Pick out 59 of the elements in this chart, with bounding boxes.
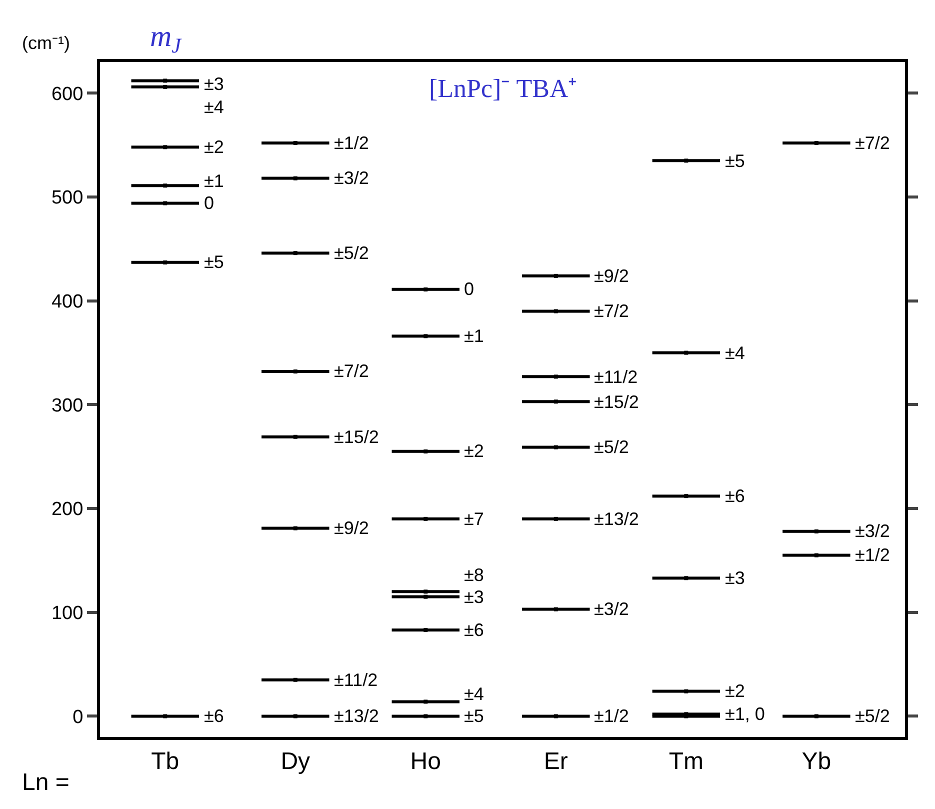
annotation: 0 [464, 279, 474, 299]
annotation: ±5 [725, 151, 745, 171]
x-tick-label: Er [544, 748, 568, 775]
y-tick-label: 200 [51, 499, 84, 520]
annotation: ±7/2 [594, 301, 629, 321]
annotation: ±11/2 [334, 670, 378, 690]
annotation: ±6 [204, 706, 224, 726]
annotation: ±15/2 [334, 427, 379, 447]
y-axis-title: (cm⁻¹) [22, 33, 70, 53]
annotation: ±3 [204, 74, 224, 94]
annotation: ±1, 0 [725, 704, 765, 724]
annotation: ±4 [725, 343, 745, 363]
x-tick-label: Tm [668, 748, 704, 775]
annotation: ±5/2 [594, 437, 629, 457]
x-tick-label: Yb [802, 748, 832, 775]
annotation: ±1/2 [594, 706, 629, 726]
annotation: ±3 [464, 587, 484, 607]
annotation: ±7 [464, 509, 484, 529]
annotation: ±5 [204, 252, 224, 272]
y-tick-label: 400 [51, 292, 84, 312]
x-tick-label: Dy [280, 748, 310, 775]
annotation: ±3 [725, 568, 745, 588]
x-axis-title: Ln = [22, 769, 70, 796]
annotation: ±5/2 [855, 706, 890, 726]
x-tick-label: Ho [410, 748, 441, 775]
annotation: ±13/2 [334, 706, 379, 726]
annotation: ±3/2 [334, 168, 369, 188]
annotation: ±2 [725, 681, 745, 701]
annotation: ±6 [464, 620, 484, 640]
annotation: ±3/2 [594, 599, 629, 619]
annotation: ±13/2 [594, 509, 639, 529]
annotation: ±7/2 [855, 133, 890, 153]
y-tick-label: 0 [72, 706, 84, 728]
y-tick-label: 300 [51, 395, 84, 416]
annotation: ±15/2 [594, 392, 639, 412]
y-tick-label: 500 [51, 188, 84, 209]
annotation: ±2 [204, 137, 224, 157]
annotation: ±6 [725, 486, 745, 506]
chart-subtitle: m$_{J}$ [150, 20, 183, 58]
annotation: ±1/2 [855, 545, 890, 565]
text: [LnPc]⁻ TBA⁺ [429, 74, 578, 103]
annotation: 0 [204, 193, 214, 213]
annotation: ±9/2 [594, 266, 629, 286]
x-tick-label: Tb [151, 748, 180, 775]
y-tick-label: 100 [51, 603, 84, 624]
annotation: ±9/2 [334, 518, 369, 538]
annotation: ±8 [464, 565, 484, 585]
annotation: ±4 [204, 97, 224, 117]
annotation: ±1 [204, 171, 224, 191]
annotation: ±1 [464, 326, 484, 346]
annotation: ±1/2 [334, 133, 369, 153]
annotation: ±3/2 [855, 521, 890, 541]
annotation: ±5 [464, 706, 484, 726]
annotation: ±5/2 [334, 243, 369, 263]
annotation: ±11/2 [594, 367, 638, 387]
annotation: ±2 [464, 441, 484, 461]
y-tick-label: 600 [51, 84, 84, 105]
annotation: ±4 [464, 684, 484, 704]
annotation: ±7/2 [334, 361, 369, 381]
